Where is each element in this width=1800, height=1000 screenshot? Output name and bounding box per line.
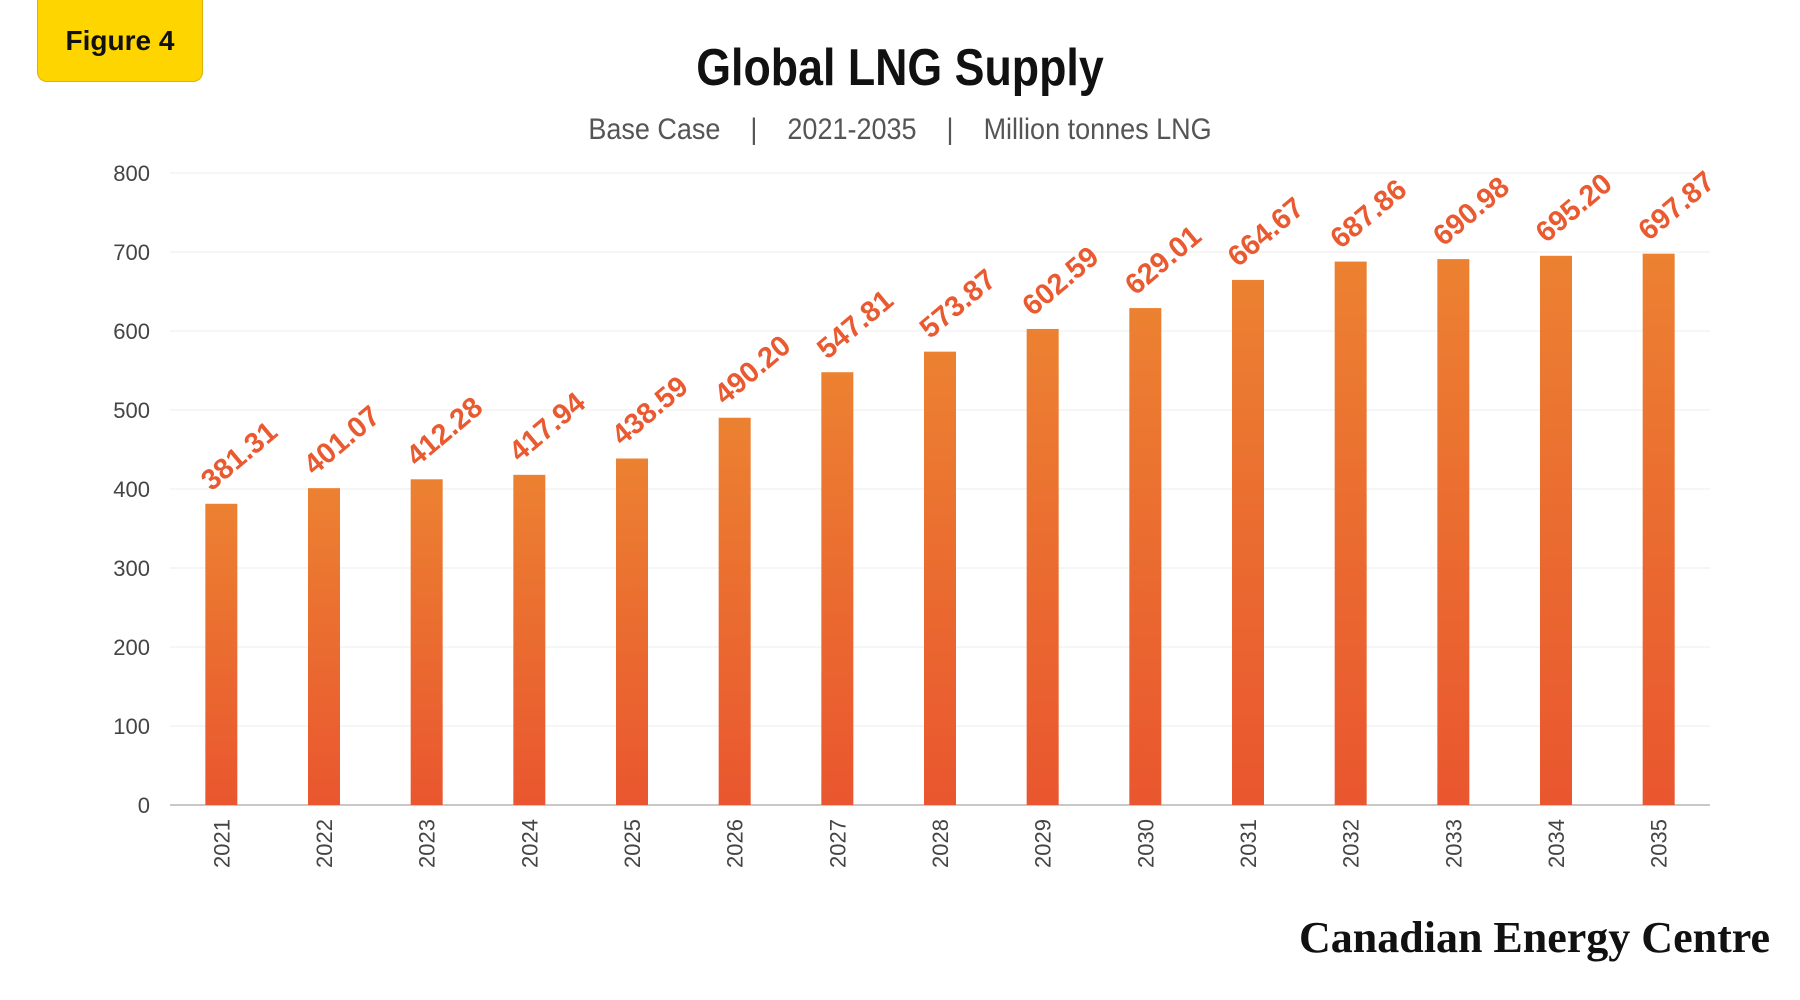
y-tick-label: 300 [113, 556, 150, 581]
bar-2030 [1129, 308, 1162, 805]
bar-2021 [205, 503, 238, 805]
bars [205, 253, 1675, 806]
bar-2024 [513, 474, 546, 805]
bar-2034 [1540, 255, 1572, 806]
x-tick-label-2024: 2024 [517, 819, 542, 868]
data-label-2031: 664.67 [1222, 192, 1311, 274]
x-tick-label-2028: 2028 [928, 819, 953, 868]
x-tick-label-2032: 2032 [1339, 819, 1364, 868]
data-label-2028: 573.87 [914, 263, 1003, 345]
data-label-2023: 412.28 [401, 391, 490, 473]
y-tick-label: 500 [113, 398, 150, 423]
bar-2033 [1437, 259, 1470, 805]
data-label-2029: 602.59 [1017, 241, 1106, 323]
bar-2022 [308, 488, 340, 805]
footer-brand: Canadian Energy Centre [1299, 913, 1770, 962]
figure-badge: Figure 4 [37, 0, 203, 82]
x-tick-label-2031: 2031 [1236, 819, 1261, 868]
data-label-2026: 490.20 [709, 330, 798, 412]
y-tick-label: 700 [113, 240, 150, 265]
x-tick-label-2026: 2026 [723, 819, 748, 868]
bar-2031 [1232, 279, 1264, 805]
x-tick-label-2034: 2034 [1544, 819, 1569, 868]
bar-2029 [1026, 328, 1059, 805]
data-label-2034: 695.20 [1530, 168, 1619, 250]
x-tick-label-2027: 2027 [825, 819, 850, 868]
bar-2028 [924, 351, 956, 805]
bar-2032 [1334, 261, 1367, 806]
y-tick-label: 0 [138, 793, 150, 818]
x-tick-label-2023: 2023 [415, 819, 440, 868]
y-tick-label: 800 [113, 161, 150, 186]
x-tick-label-2025: 2025 [620, 819, 645, 868]
bar-2025 [616, 458, 648, 805]
x-tick-label-2033: 2033 [1441, 819, 1466, 868]
x-axis: 2021 2022 2023 2024 2025 2026 2027 2028 2029 2030… [209, 819, 1671, 868]
data-label-2022: 401.07 [298, 400, 387, 482]
x-tick-label-2035: 2035 [1647, 819, 1672, 868]
chart-subtitle: Base Case | 2021-2035 | Million tonnes L… [588, 113, 1212, 146]
data-label-2030: 629.01 [1119, 220, 1208, 302]
y-tick-label: 600 [113, 319, 150, 344]
bar-2023 [410, 479, 443, 805]
bar-2027 [821, 372, 854, 805]
data-label-2033: 690.98 [1427, 171, 1516, 253]
x-tick-label-2029: 2029 [1031, 819, 1056, 868]
x-tick-label-2030: 2030 [1133, 819, 1158, 868]
x-tick-label-2022: 2022 [312, 819, 337, 868]
data-label-2024: 417.94 [503, 387, 592, 469]
bar-2035 [1642, 253, 1675, 806]
data-label-2032: 687.86 [1325, 173, 1414, 255]
y-tick-label: 100 [113, 714, 150, 739]
y-tick-label: 200 [113, 635, 150, 660]
y-axis: 0 100 200 300 400 500 600 700 800 [113, 161, 150, 818]
y-tick-label: 400 [113, 477, 150, 502]
data-label-2025: 438.59 [606, 370, 695, 452]
bar-2026 [718, 417, 751, 805]
data-label-2021: 381.31 [195, 416, 284, 498]
x-tick-label-2021: 2021 [209, 819, 234, 868]
data-label-2035: 697.87 [1633, 166, 1722, 248]
chart-title: Global LNG Supply [696, 39, 1104, 97]
data-label-2027: 547.81 [811, 284, 900, 366]
